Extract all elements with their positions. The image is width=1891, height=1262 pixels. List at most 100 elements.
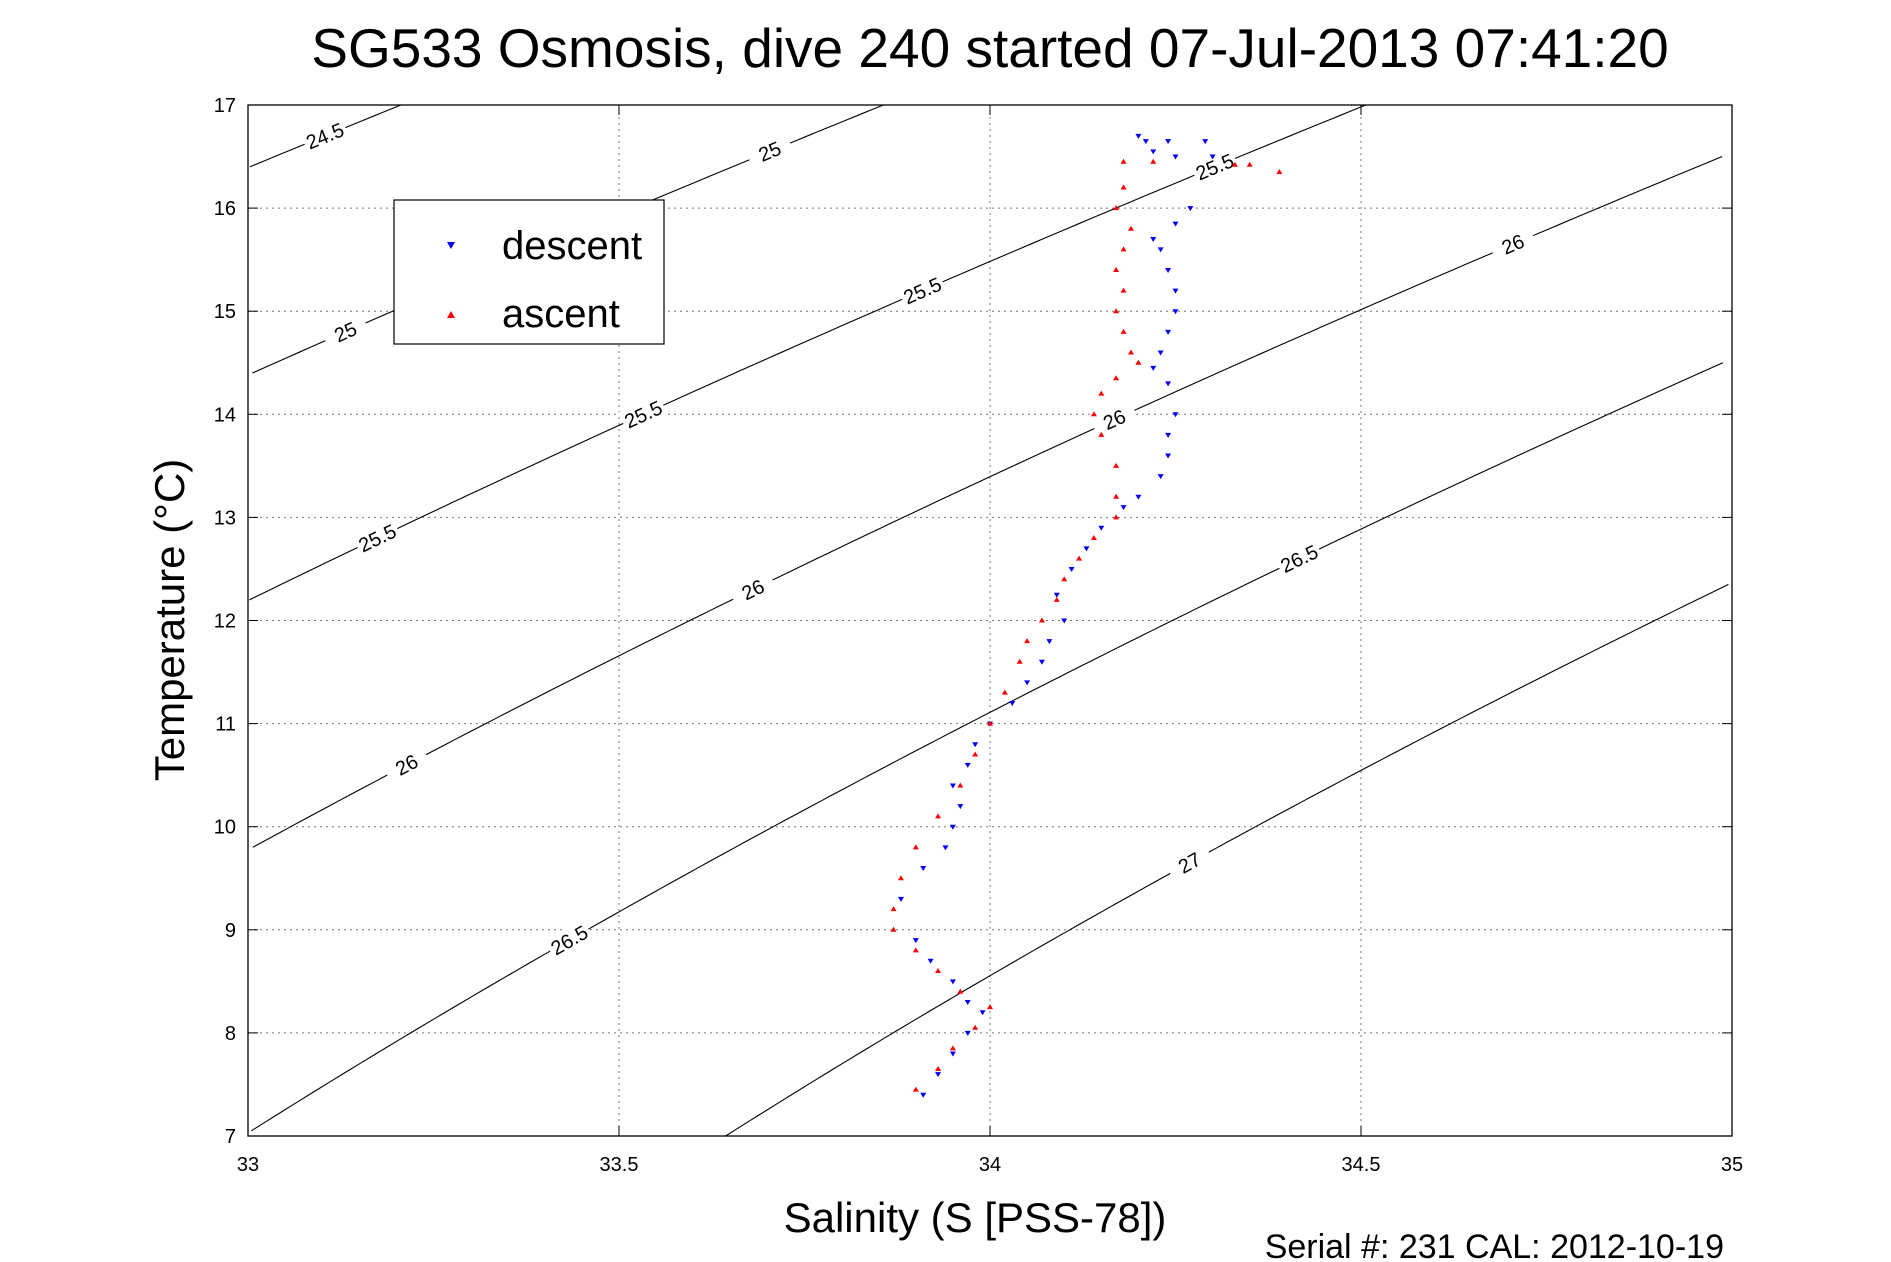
ascent-point [1024, 638, 1031, 644]
isopycnal-line [252, 156, 1723, 848]
serial-cal-footer: Serial #: 231 CAL: 2012-10-19 [1265, 1228, 1724, 1262]
ascent-point [1113, 462, 1120, 468]
ascent-point [912, 844, 919, 850]
ascent-point [1113, 375, 1120, 381]
isopycnal-label-bg [352, 517, 403, 559]
descent-point [927, 958, 934, 964]
descent-point [1120, 505, 1127, 511]
descent-point [1165, 139, 1172, 145]
ascent-point [1113, 205, 1120, 211]
x-axis-label: Salinity (S [PSS-78]) [784, 1194, 1167, 1241]
ascent-point [1231, 161, 1238, 167]
y-axis-ticks: 7 8 9 10 11 12 13 14 15 16 17 [214, 95, 1732, 1148]
descent-point [1172, 154, 1179, 160]
ascent-point [1016, 658, 1023, 664]
x-tick-label: 35 [1721, 1154, 1743, 1176]
isopycnal-label-bg [381, 743, 432, 786]
descent-point [949, 1051, 956, 1057]
x-axis-ticks: 33 33.5 34 34.5 35 [237, 105, 1743, 1176]
ascent-point [935, 1065, 942, 1071]
descent-point [1046, 639, 1053, 645]
descent-point [897, 896, 904, 902]
descent-point [1157, 474, 1164, 480]
ascent-point [1053, 596, 1060, 602]
descent-point [979, 1010, 986, 1016]
descent-point [949, 783, 956, 789]
ascent-point [1001, 689, 1008, 695]
ascent-point [972, 751, 979, 757]
descent-point [1135, 133, 1142, 139]
ascent-point [957, 988, 964, 994]
descent-point [935, 1072, 942, 1078]
isopycnal-label: 25.5 [1193, 150, 1237, 185]
descent-point [1157, 350, 1164, 356]
descent-point [1038, 659, 1045, 665]
descent-point [1165, 267, 1172, 273]
ascent-point [949, 1045, 956, 1051]
descent-point [1202, 139, 1209, 145]
descent-point [1150, 365, 1157, 371]
descent-point [957, 804, 964, 810]
ascent-point [1098, 390, 1105, 396]
y-tick-label: 10 [214, 817, 236, 839]
descent-point [942, 845, 949, 851]
data-points [890, 133, 1283, 1098]
descent-point [920, 865, 927, 871]
y-tick-label: 15 [214, 301, 236, 323]
ascent-point [987, 1004, 993, 1010]
descent-point [1165, 453, 1172, 459]
ascent-point [1113, 266, 1120, 272]
isopycnal-line [249, 104, 1367, 601]
isopycnal-label: 25.5 [901, 274, 945, 310]
y-axis-label: Temperature (°C) [146, 459, 193, 782]
descent-point [964, 999, 971, 1005]
descent-point [1135, 494, 1142, 500]
descent-point [1098, 525, 1105, 531]
ascent-point [890, 926, 897, 932]
ascent-point [1113, 514, 1120, 520]
isopycnal-label-bg [1487, 224, 1538, 264]
ascent-point [1120, 328, 1127, 334]
ascent-point [1150, 158, 1157, 164]
y-tick-label: 17 [214, 95, 236, 117]
ascent-point [890, 906, 897, 912]
ascent-point [897, 875, 904, 881]
descent-point [1053, 592, 1060, 598]
isopycnal-label-bg [897, 270, 948, 311]
legend-descent-marker [447, 242, 455, 249]
descent-point [1157, 247, 1164, 253]
descent-point [1165, 381, 1172, 387]
ascent-point [1120, 246, 1127, 252]
ascent-point [1113, 308, 1120, 314]
isopycnal-label-bg [618, 394, 669, 435]
legend-box [393, 199, 665, 345]
y-tick-label: 8 [225, 1023, 236, 1045]
legend-ascent-label: ascent [502, 292, 620, 336]
ascent-point [935, 813, 942, 819]
descent-point [972, 742, 979, 748]
isopycnal-label-bg [1189, 147, 1240, 187]
legend: descent ascent [393, 199, 665, 345]
isopycnal-label-bg [1274, 538, 1325, 579]
descent-point [1165, 432, 1172, 438]
ascent-point [1276, 169, 1283, 175]
ascent-point [1120, 287, 1127, 293]
isopycnal-label: 24.5 [303, 119, 347, 154]
descent-point [1172, 288, 1179, 294]
isopycnal-label-bg [727, 569, 778, 610]
x-tick-label: 34 [979, 1154, 1001, 1176]
grid-lines [248, 105, 1732, 1136]
ascent-point [912, 947, 919, 953]
isopycnal-line [725, 583, 1729, 1137]
y-tick-label: 16 [214, 198, 236, 220]
ascent-point [1090, 535, 1097, 541]
ascent-point [1127, 225, 1134, 231]
legend-ascent-marker [447, 311, 455, 318]
descent-point [1068, 566, 1075, 572]
isopycnal-label-bg [300, 116, 350, 156]
y-tick-label: 12 [214, 611, 236, 633]
ascent-point [935, 968, 942, 974]
descent-point [1009, 700, 1016, 706]
ascent-point [1120, 158, 1127, 164]
